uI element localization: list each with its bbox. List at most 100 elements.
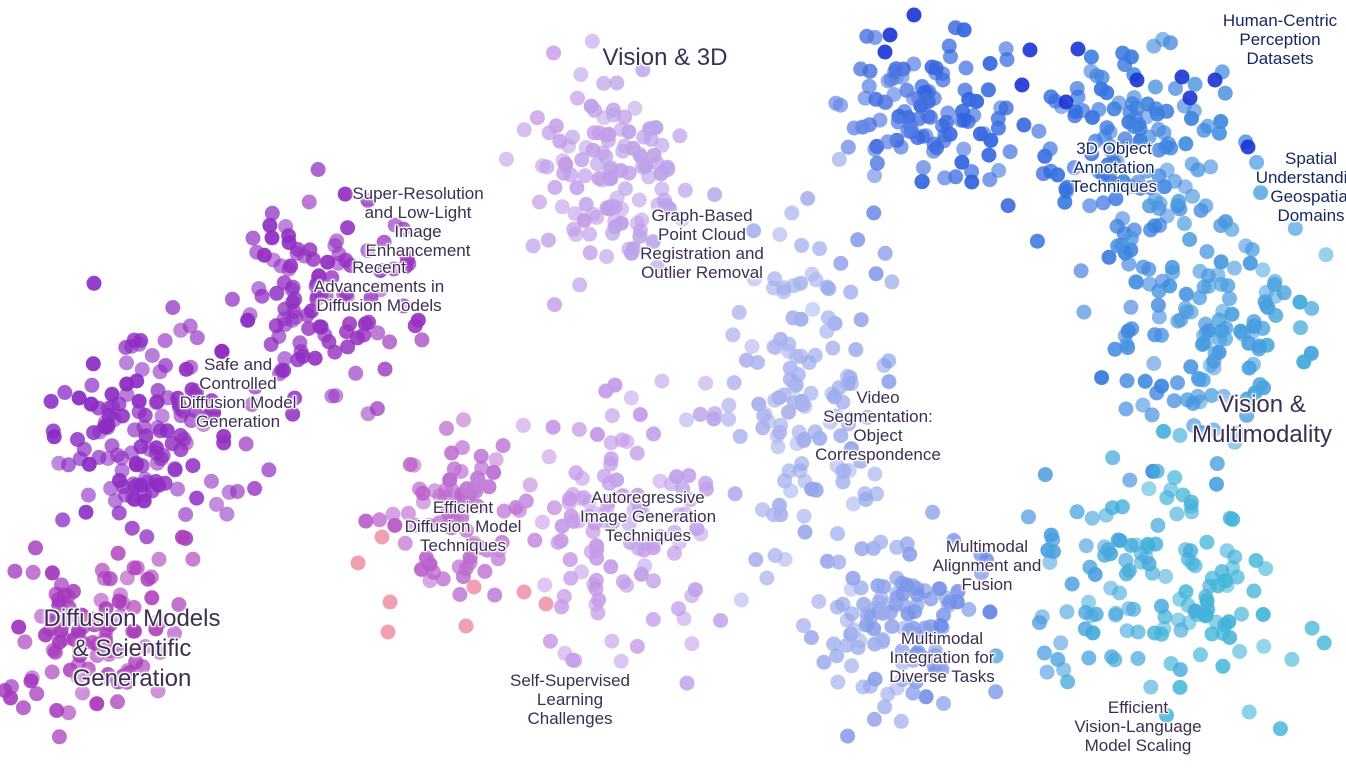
document-dot[interactable] <box>839 637 855 653</box>
document-dot[interactable] <box>1229 425 1245 441</box>
document-dot[interactable] <box>578 196 594 212</box>
document-dot[interactable] <box>1119 139 1135 155</box>
document-dot[interactable] <box>998 41 1014 57</box>
document-dot[interactable] <box>44 565 60 581</box>
document-dot[interactable] <box>1172 591 1188 607</box>
document-dot[interactable] <box>1124 96 1140 112</box>
document-dot[interactable] <box>276 275 292 291</box>
document-dot[interactable] <box>1209 456 1225 472</box>
document-dot[interactable] <box>1112 585 1128 601</box>
document-dot[interactable] <box>940 105 956 121</box>
document-dot[interactable] <box>1146 356 1162 371</box>
document-dot[interactable] <box>71 624 87 640</box>
document-dot[interactable] <box>801 355 817 371</box>
document-dot[interactable] <box>1249 154 1265 170</box>
document-dot[interactable] <box>152 644 168 660</box>
document-dot[interactable] <box>926 143 942 159</box>
document-dot[interactable] <box>698 375 714 391</box>
document-dot[interactable] <box>51 598 67 614</box>
document-dot[interactable] <box>1081 650 1097 666</box>
document-dot[interactable] <box>848 342 864 358</box>
document-dot[interactable] <box>338 252 354 268</box>
document-dot[interactable] <box>398 247 414 263</box>
document-dot[interactable] <box>776 284 792 300</box>
document-dot[interactable] <box>603 559 619 575</box>
document-dot[interactable] <box>894 643 910 659</box>
document-dot[interactable] <box>545 419 561 435</box>
document-dot[interactable] <box>946 536 962 552</box>
document-dot[interactable] <box>964 164 980 180</box>
document-dot[interactable] <box>1239 407 1255 423</box>
document-dot[interactable] <box>649 155 665 171</box>
document-dot[interactable] <box>1239 391 1255 407</box>
document-dot[interactable] <box>840 728 856 744</box>
document-dot[interactable] <box>649 259 665 275</box>
document-dot[interactable] <box>1057 194 1073 210</box>
document-dot[interactable] <box>671 507 687 523</box>
document-dot[interactable] <box>71 390 87 406</box>
document-dot[interactable] <box>1204 388 1220 403</box>
document-dot[interactable] <box>583 98 599 114</box>
document-dot[interactable] <box>1244 242 1260 258</box>
document-dot[interactable] <box>91 449 107 465</box>
document-dot[interactable] <box>1104 500 1120 516</box>
document-dot[interactable] <box>1170 313 1186 329</box>
document-dot[interactable] <box>78 504 94 520</box>
document-dot[interactable] <box>84 377 100 393</box>
document-dot[interactable] <box>339 289 355 304</box>
document-dot[interactable] <box>310 288 326 303</box>
document-dot[interactable] <box>777 473 793 489</box>
document-dot[interactable] <box>89 696 105 712</box>
document-dot[interactable] <box>149 455 165 471</box>
document-dot[interactable] <box>397 535 413 551</box>
document-dot[interactable] <box>1241 704 1257 720</box>
document-dot[interactable] <box>1155 31 1171 47</box>
document-dot[interactable] <box>382 334 398 350</box>
document-dot[interactable] <box>1000 198 1016 214</box>
document-dot[interactable] <box>1196 122 1212 138</box>
document-dot[interactable] <box>756 408 772 424</box>
document-dot[interactable] <box>990 111 1006 127</box>
document-dot[interactable] <box>869 486 884 502</box>
document-dot[interactable] <box>601 475 617 491</box>
document-dot[interactable] <box>466 535 482 551</box>
document-dot[interactable] <box>803 630 819 646</box>
document-dot[interactable] <box>49 703 65 718</box>
document-dot[interactable] <box>128 457 144 473</box>
document-dot[interactable] <box>418 550 434 566</box>
document-dot[interactable] <box>843 376 859 392</box>
document-dot[interactable] <box>739 352 754 368</box>
document-dot[interactable] <box>1095 195 1111 211</box>
document-dot[interactable] <box>1221 614 1237 630</box>
document-dot[interactable] <box>400 505 416 521</box>
document-dot[interactable] <box>360 406 376 422</box>
document-dot[interactable] <box>973 565 989 581</box>
document-dot[interactable] <box>1316 635 1332 651</box>
document-dot[interactable] <box>70 670 86 685</box>
document-dot[interactable] <box>144 348 160 363</box>
document-dot[interactable] <box>143 569 159 585</box>
document-dot[interactable] <box>603 451 619 467</box>
document-dot[interactable] <box>621 516 637 532</box>
document-dot[interactable] <box>277 316 293 332</box>
document-dot[interactable] <box>859 28 875 44</box>
document-dot[interactable] <box>529 110 545 126</box>
document-dot[interactable] <box>374 529 390 545</box>
document-dot[interactable] <box>574 152 590 168</box>
document-dot[interactable] <box>826 636 842 652</box>
document-dot[interactable] <box>603 435 619 451</box>
document-dot[interactable] <box>1142 276 1158 292</box>
document-dot[interactable] <box>630 487 646 503</box>
document-dot[interactable] <box>1183 359 1199 375</box>
document-dot[interactable] <box>563 508 579 524</box>
document-dot[interactable] <box>1159 162 1175 178</box>
document-dot[interactable] <box>1073 263 1089 279</box>
document-dot[interactable] <box>1117 57 1133 73</box>
document-dot[interactable] <box>85 356 101 372</box>
document-dot[interactable] <box>1091 102 1107 117</box>
document-dot[interactable] <box>1149 463 1165 479</box>
document-dot[interactable] <box>110 447 125 463</box>
document-dot[interactable] <box>1233 323 1249 339</box>
document-dot[interactable] <box>527 532 543 548</box>
document-dot[interactable] <box>1178 286 1194 302</box>
